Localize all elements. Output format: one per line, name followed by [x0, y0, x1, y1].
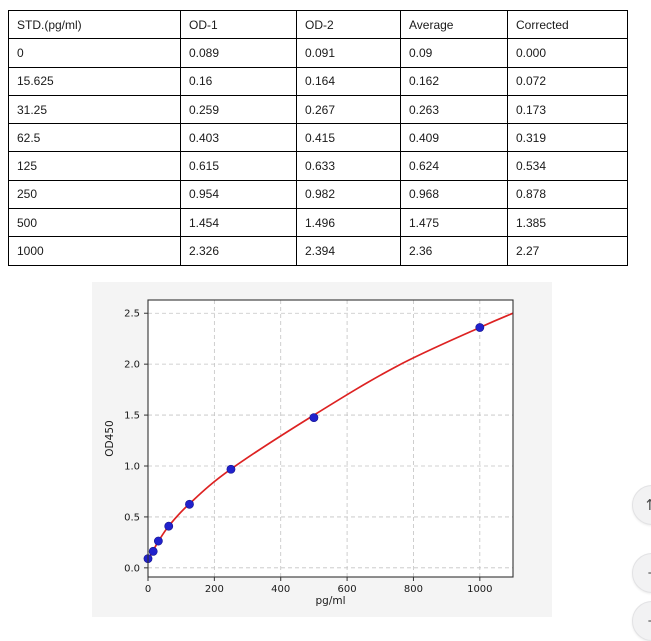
table-cell: 0.982	[296, 179, 401, 210]
table-cell: 0.162	[400, 66, 508, 96]
table-cell: 0.624	[400, 151, 508, 181]
table-row: 0 0.089 0.091 0.09 0.000	[8, 38, 628, 68]
table-cell: 0.968	[400, 179, 508, 210]
column-header-cell: OD-1	[180, 9, 297, 40]
column-header-cell: Average	[400, 9, 508, 40]
table-cell: 0.403	[180, 123, 297, 153]
table-cell: 0.263	[400, 94, 508, 125]
table-row: 15.625 0.16 0.164 0.162 0.072	[8, 66, 628, 96]
y-axis-label: OD450	[104, 420, 116, 456]
x-tick-label: 1000	[467, 584, 492, 595]
table-header-row: STD.(pg/ml) OD-1 OD-2 Average Corrected	[8, 9, 628, 40]
table-cell: 0.878	[507, 179, 628, 210]
table-cell: 0.164	[296, 66, 401, 96]
data-point	[475, 323, 485, 332]
floating-button-upper[interactable]: −	[632, 553, 651, 593]
table-cell: 2.394	[296, 236, 401, 266]
table-cell: 0.267	[296, 94, 401, 125]
table-cell: 0.089	[180, 38, 297, 68]
table-cell: 125	[8, 151, 181, 181]
y-tick-label: 0.5	[124, 512, 140, 523]
table-cell: 0.16	[180, 66, 297, 96]
table-cell: 31.25	[8, 94, 181, 125]
table-cell: 2.27	[507, 236, 628, 266]
table-body: STD.(pg/ml) OD-1 OD-2 Average Corrected 0 0.08…	[8, 9, 628, 266]
column-header-cell: OD-2	[296, 9, 401, 40]
floating-button-lower[interactable]: −	[632, 601, 651, 641]
plot-border	[147, 299, 514, 578]
x-axis-label: pg/ml	[315, 595, 345, 607]
data-point	[309, 413, 319, 423]
x-tick-label: 800	[404, 584, 423, 595]
table-cell: 500	[8, 208, 181, 238]
table-cell: 1.454	[180, 208, 297, 238]
table-cell: 0.534	[507, 151, 628, 181]
minus-icon: −	[648, 614, 651, 629]
table-cell: 0.091	[296, 38, 401, 68]
table-cell: 250	[8, 179, 181, 210]
fit-curve	[148, 312, 513, 561]
table-cell: 0.319	[507, 123, 628, 153]
table-cell: 62.5	[8, 123, 181, 153]
table-cell: 1.385	[507, 208, 628, 238]
table-row: 500 1.454 1.496 1.475 1.385	[8, 208, 628, 238]
table-cell: 0.415	[296, 123, 401, 153]
table-row: 62.5 0.403 0.415 0.409 0.319	[8, 123, 628, 153]
standard-concentration-table: STD.(pg/ml) OD-1 OD-2 Average Corrected 0 0.08…	[8, 9, 628, 266]
table-row: 31.25 0.259 0.267 0.263 0.173	[8, 94, 628, 125]
table-cell: 0.409	[400, 123, 508, 153]
table-cell: 2.326	[180, 236, 297, 266]
table-cell: 1.475	[400, 208, 508, 238]
table-cell: 0.954	[180, 179, 297, 210]
standard-curve-chart: 0 200 400 600 800 1000 0.0 0.5 1.0 1.5 2.0 2.5 pg/ml…	[92, 282, 552, 617]
x-tick-label: 400	[271, 584, 290, 595]
y-tick-label: 2.0	[124, 360, 140, 371]
y-tick-label: 0.0	[124, 563, 140, 574]
table-cell: 0.000	[507, 38, 628, 68]
x-tick-label: 600	[338, 584, 357, 595]
page: { "table": { "columns": ["STD.(pg/ml)", …	[8, 9, 651, 641]
y-tick-label: 1.5	[124, 411, 140, 422]
table-cell: 0.072	[507, 66, 628, 96]
standard-curve-figure: 0 200 400 600 800 1000 0.0 0.5 1.0 1.5 2.0 2.5 pg/ml…	[92, 282, 552, 617]
plot-area	[148, 300, 513, 577]
y-tick-label: 2.5	[124, 309, 140, 320]
table-cell: 1000	[8, 236, 181, 266]
column-header-cell: STD.(pg/ml)	[8, 9, 181, 40]
table-cell: 2.36	[400, 236, 508, 266]
data-point	[226, 464, 236, 474]
table-cell: 0.173	[507, 94, 628, 125]
table-cell: 0.09	[400, 38, 508, 68]
table-row: 250 0.954 0.982 0.968 0.878	[8, 179, 628, 210]
data-point	[148, 546, 158, 556]
y-tick-label: 1.0	[124, 461, 140, 472]
table-cell: 0.259	[180, 94, 297, 125]
minus-icon: −	[648, 566, 651, 581]
data-point	[185, 499, 194, 509]
data-point	[164, 521, 174, 531]
up-down-arrows-icon: ⇅	[646, 498, 651, 513]
x-tick-label: 200	[205, 584, 224, 595]
floating-button-scroll[interactable]: ⇅	[632, 485, 651, 525]
table-cell: 15.625	[8, 66, 181, 96]
data-point	[153, 536, 163, 546]
table-cell: 0.633	[296, 151, 401, 181]
table-row: 1000 2.326 2.394 2.36 2.27	[8, 236, 628, 266]
table-cell: 1.496	[296, 208, 401, 238]
table-cell: 0.615	[180, 151, 297, 181]
x-tick-label: 0	[145, 584, 151, 595]
table-cell: 0	[8, 38, 181, 68]
column-header-cell: Corrected	[507, 9, 628, 40]
table-row: 125 0.615 0.633 0.624 0.534	[8, 151, 628, 181]
